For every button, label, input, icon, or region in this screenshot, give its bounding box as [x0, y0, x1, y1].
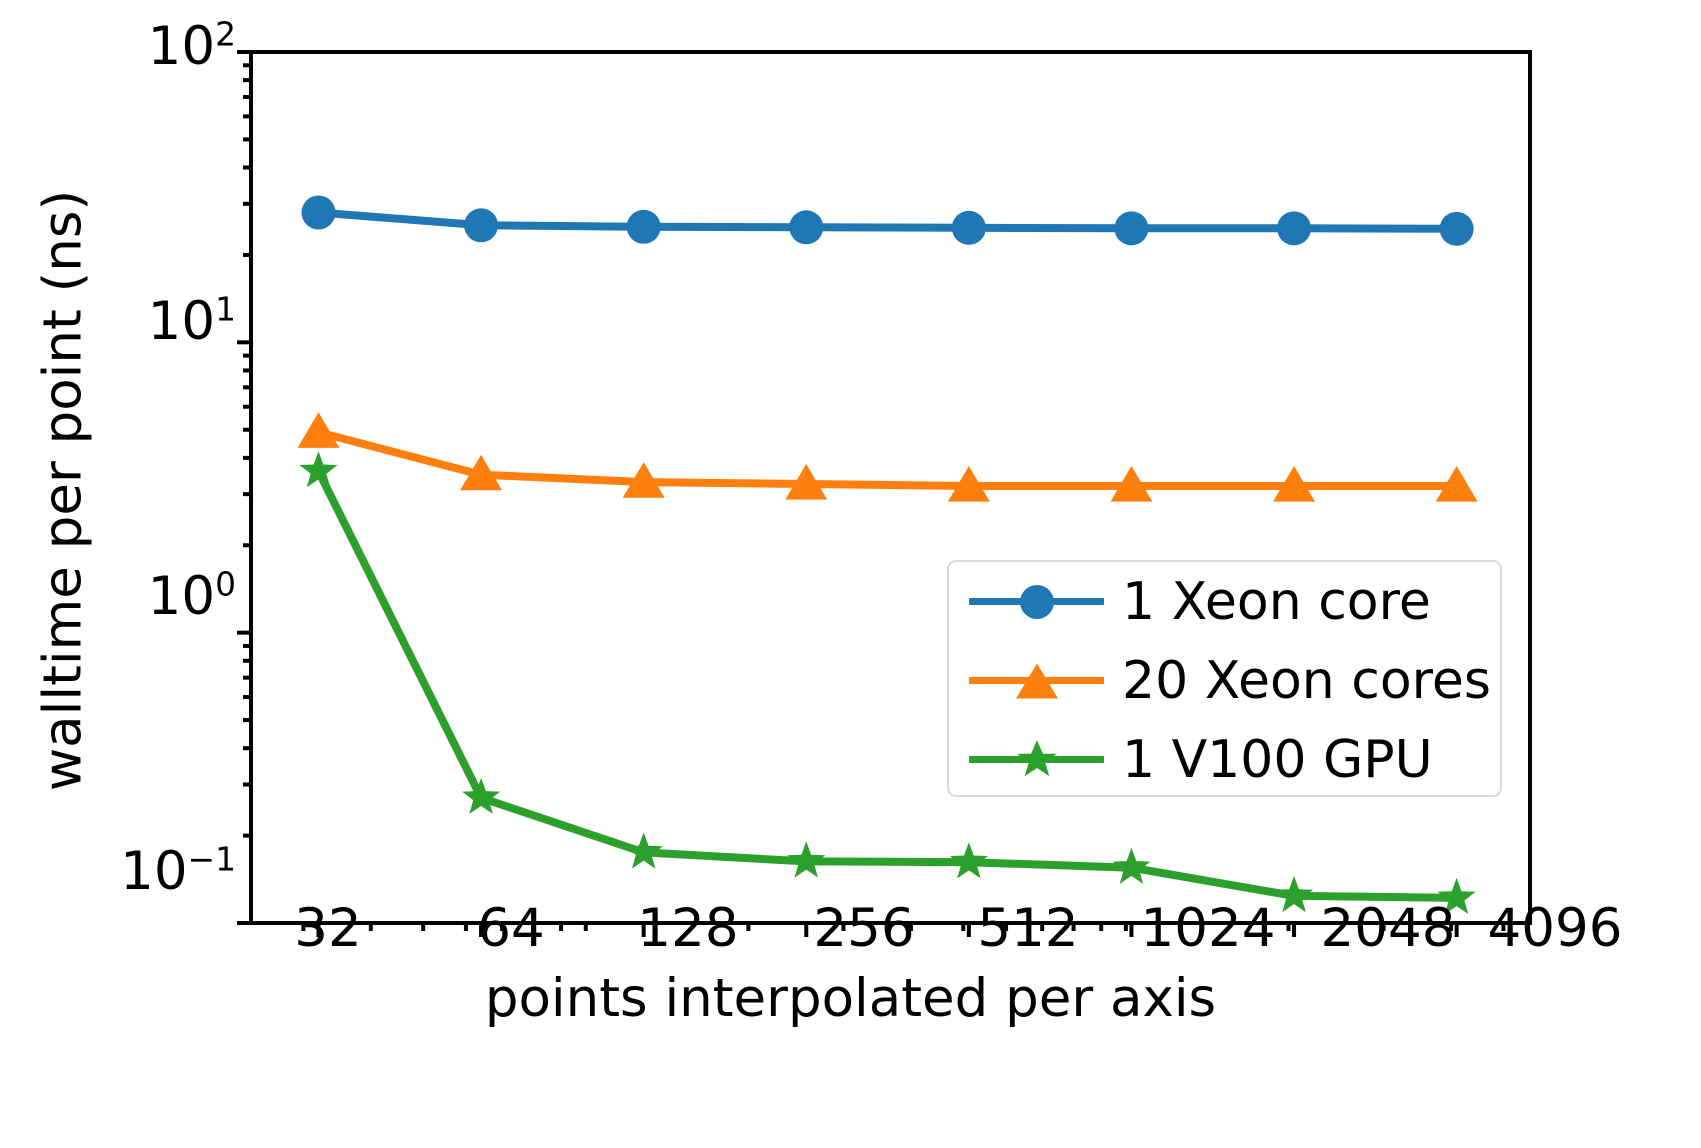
- x-tick-label: 64: [477, 898, 545, 959]
- data-point: [1114, 211, 1149, 246]
- data-point: [1437, 877, 1476, 915]
- legend: 1 Xeon core 20 Xeon cores 1 V100 GPU: [947, 560, 1502, 797]
- data-point: [301, 195, 336, 230]
- x-tick-label: 32: [294, 898, 362, 959]
- y-axis-title: walltime per point (ns): [32, 189, 94, 792]
- data-point: [1110, 466, 1153, 502]
- data-point: [785, 464, 828, 500]
- y-tick-label: 100: [147, 564, 236, 627]
- series-2: [297, 412, 1478, 502]
- data-point: [624, 832, 663, 869]
- data-point: [1277, 211, 1312, 246]
- data-point: [1273, 466, 1316, 502]
- x-axis-title: points interpolated per axis: [484, 968, 1217, 1029]
- y-tick-label: 101: [147, 289, 236, 352]
- x-tick-label: 4096: [1487, 898, 1623, 959]
- data-point: [1439, 211, 1474, 246]
- legend-swatch-orange: [969, 661, 1104, 701]
- data-point: [949, 842, 988, 879]
- data-point: [464, 208, 499, 243]
- legend-swatch-green: [969, 739, 1104, 780]
- legend-label: 1 V100 GPU: [1122, 729, 1433, 790]
- data-point: [789, 210, 824, 245]
- data-point: [462, 777, 501, 814]
- legend-swatch-blue: [969, 582, 1104, 622]
- data-point: [626, 209, 661, 244]
- legend-item-1-v100-gpu: 1 V100 GPU: [949, 720, 1500, 799]
- series-1: [301, 195, 1474, 246]
- series-3: [299, 451, 1476, 915]
- x-tick-label: 256: [813, 898, 915, 959]
- legend-item-20-xeon-cores: 20 Xeon cores: [949, 641, 1500, 720]
- data-point: [622, 462, 665, 498]
- data-point: [951, 210, 986, 245]
- star-icon: [1016, 739, 1057, 776]
- data-point: [1435, 466, 1478, 502]
- data-point: [787, 841, 826, 878]
- legend-label: 1 Xeon core: [1122, 571, 1431, 632]
- y-tick-label: 102: [147, 14, 236, 77]
- x-tick-label: 512: [977, 898, 1079, 959]
- data-point: [1275, 875, 1314, 913]
- legend-label: 20 Xeon cores: [1122, 650, 1492, 711]
- x-tick-label: 1024: [1140, 898, 1276, 959]
- x-tick-label: 2048: [1320, 898, 1456, 959]
- data-point: [460, 454, 503, 491]
- axis-ticks: [237, 50, 1506, 937]
- y-tick-label: 10−1: [120, 839, 236, 902]
- x-tick-label: 128: [637, 898, 739, 959]
- data-point: [947, 466, 990, 502]
- legend-item-1-xeon-core: 1 Xeon core: [949, 562, 1500, 641]
- data-point: [299, 451, 338, 488]
- data-point: [297, 412, 340, 448]
- data-point: [1112, 847, 1151, 884]
